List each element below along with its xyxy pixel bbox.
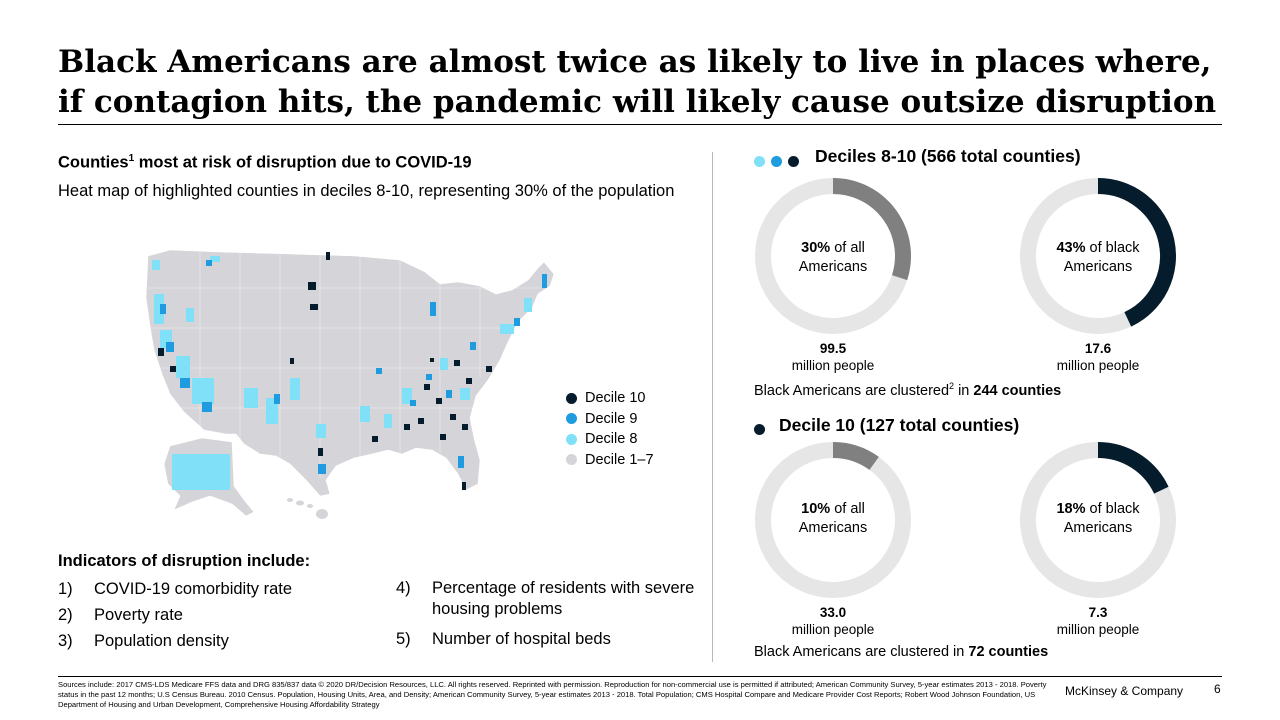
donut-value-unit: million people — [791, 622, 875, 637]
indicators-list-right: 4) Percentage of residents with severe h… — [396, 576, 696, 652]
donut-value-number: 99.5 — [819, 341, 847, 356]
legend-swatch-decile-9 — [566, 413, 577, 425]
indicator-number: 2) — [58, 606, 73, 624]
donut-label-pct: 43% — [1056, 240, 1086, 256]
donut-chart-all-americans-d8-10 — [755, 178, 911, 334]
decile-10-dot — [788, 156, 799, 167]
hawaii-shape — [287, 498, 328, 519]
donut-segment — [1097, 442, 1169, 494]
cluster-note-count: 72 counties — [968, 644, 1049, 660]
decile-9-counties — [160, 260, 547, 474]
footer-divider — [58, 676, 1222, 677]
cluster-note-d8-10: Black Americans are clustered2 in 244 co… — [754, 381, 1061, 399]
donut-label-text: of black Americans — [1063, 501, 1140, 536]
indicators-list-left: 1) COVID-19 comorbidity rate 2) Poverty … — [58, 576, 378, 654]
donut-chart-black-americans-d10 — [1020, 442, 1176, 598]
indicator-item: 1) COVID-19 comorbidity rate — [58, 576, 378, 602]
indicator-number: 4) — [396, 579, 411, 597]
map-heading: Counties1 most at risk of disruption due… — [58, 153, 472, 173]
legend-swatch-decile-10 — [566, 392, 577, 404]
legend-item-decile-10: Decile 10 — [566, 388, 654, 409]
page-number: 6 — [1214, 682, 1221, 696]
donut-value-unit: million people — [1056, 358, 1140, 373]
indicator-number: 5) — [396, 630, 411, 648]
indicator-text: Percentage of residents with severe hous… — [432, 579, 695, 618]
footnote-marker-1: 1 — [128, 153, 135, 164]
legend-label-decile-10: Decile 10 — [585, 390, 646, 407]
indicator-number: 1) — [58, 580, 73, 598]
title-divider — [58, 124, 1222, 125]
donut-value-black-americans-d10: 7.3 million people — [1033, 604, 1163, 638]
donut-label-text: of all Americans — [798, 501, 868, 536]
cluster-note-count: 244 counties — [973, 382, 1062, 399]
donut-label-black-americans-d10: 18% of black Americans — [1043, 500, 1153, 538]
us-mainland-shape — [145, 249, 555, 497]
column-divider — [712, 152, 713, 662]
decile-10-dot — [754, 424, 765, 435]
donut-label-text: of all Americans — [798, 240, 868, 275]
map-subheading: Heat map of highlighted counties in deci… — [58, 182, 675, 200]
section-title-decile-10: Decile 10 (127 total counties) — [779, 415, 1020, 435]
donut-value-black-americans-d8-10: 17.6 million people — [1033, 340, 1163, 374]
decile-8-dot — [754, 156, 765, 167]
legend-item-decile-8: Decile 8 — [566, 429, 654, 450]
donut-segment — [832, 178, 911, 281]
donut-label-pct: 18% — [1056, 501, 1086, 517]
section-title-deciles-8-10: Deciles 8-10 (566 total counties) — [815, 146, 1081, 166]
donut-value-unit: million people — [1056, 622, 1140, 637]
donut-value-number: 7.3 — [1088, 605, 1108, 620]
cluster-note-prefix: Black Americans are clustered — [754, 382, 950, 399]
donut-value-number: 17.6 — [1084, 341, 1112, 356]
cluster-note-mid: in — [954, 382, 974, 399]
map-heading-suffix: most at risk of disruption due to COVID-… — [134, 153, 472, 172]
indicator-text: Population density — [94, 632, 229, 650]
donut-chart-black-americans-d8-10 — [1020, 178, 1176, 334]
decile-9-dot — [771, 156, 782, 167]
indicator-item: 2) Poverty rate — [58, 602, 378, 628]
donut-value-all-americans-d8-10: 99.5 million people — [768, 340, 898, 374]
donut-label-all-americans-d10: 10% of all Americans — [778, 500, 888, 538]
donut-value-all-americans-d10: 33.0 million people — [768, 604, 898, 638]
footnote-marker-2: 2 — [949, 381, 955, 391]
donut-label-text: of black Americans — [1063, 240, 1140, 275]
indicator-number: 3) — [58, 632, 73, 650]
legend-item-decile-9: Decile 9 — [566, 409, 654, 430]
donut-label-pct: 30% — [801, 240, 831, 256]
donut-chart-all-americans-d10 — [755, 442, 911, 598]
cluster-note-d10: Black Americans are clustered in 72 coun… — [754, 644, 1048, 660]
slide-title: Black Americans are almost twice as like… — [58, 44, 1217, 120]
donut-value-number: 33.0 — [819, 605, 847, 620]
decile-10-counties — [158, 252, 492, 490]
indicator-item: 3) Population density — [58, 628, 378, 654]
map-heading-prefix: Counties — [58, 153, 129, 172]
legend-label-decile-1-7: Decile 1–7 — [585, 451, 654, 468]
cluster-note-prefix: Black Americans are clustered in — [754, 644, 969, 660]
decile-8-10-dots — [754, 156, 799, 167]
legend-swatch-decile-8 — [566, 433, 577, 445]
footer-sources: Sources include: 2017 CMS-LDS Medicare F… — [58, 680, 1047, 709]
legend-swatch-decile-1-7 — [566, 454, 577, 466]
decile-10-dots — [754, 424, 765, 435]
county-grid — [148, 252, 540, 478]
donut-segment — [1097, 178, 1176, 327]
donut-label-pct: 10% — [801, 501, 831, 517]
indicator-text: COVID-19 comorbidity rate — [94, 580, 293, 598]
donut-segment — [832, 442, 879, 471]
indicators-heading: Indicators of disruption include: — [58, 552, 311, 570]
donut-value-unit: million people — [791, 358, 875, 373]
legend-item-decile-1-7: Decile 1–7 — [566, 450, 654, 471]
donut-label-black-americans-d8-10: 43% of black Americans — [1043, 239, 1153, 277]
us-county-heat-map — [145, 249, 555, 519]
map-legend: Decile 10 Decile 9 Decile 8 Decile 1–7 — [566, 388, 654, 470]
indicator-item: 5) Number of hospital beds — [396, 626, 696, 652]
legend-label-decile-9: Decile 9 — [585, 410, 638, 427]
donut-label-all-americans-d8-10: 30% of all Americans — [778, 239, 888, 277]
indicator-text: Number of hospital beds — [432, 630, 611, 648]
indicator-text: Poverty rate — [94, 606, 183, 624]
legend-label-decile-8: Decile 8 — [585, 431, 638, 448]
brand-name: McKinsey & Company — [1065, 684, 1184, 698]
decile-8-counties — [152, 256, 532, 490]
indicator-item: 4) Percentage of residents with severe h… — [396, 576, 696, 620]
